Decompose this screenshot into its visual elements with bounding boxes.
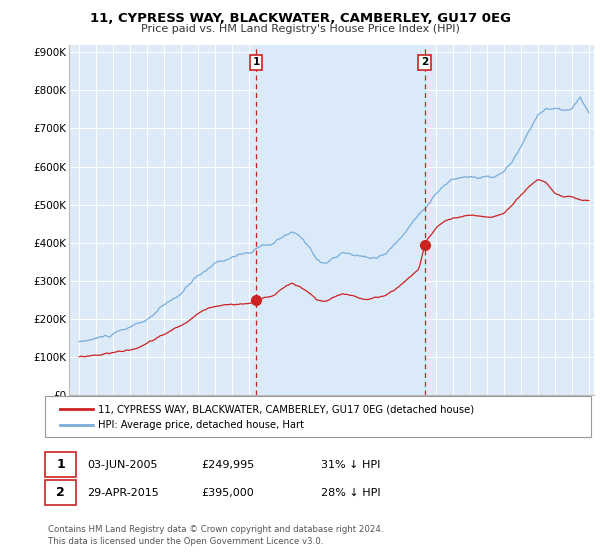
Text: £395,000: £395,000	[201, 488, 254, 498]
Text: Price paid vs. HM Land Registry's House Price Index (HPI): Price paid vs. HM Land Registry's House …	[140, 24, 460, 34]
Text: 03-JUN-2005: 03-JUN-2005	[87, 460, 157, 470]
Text: 29-APR-2015: 29-APR-2015	[87, 488, 159, 498]
Text: 28% ↓ HPI: 28% ↓ HPI	[321, 488, 380, 498]
Text: 11, CYPRESS WAY, BLACKWATER, CAMBERLEY, GU17 0EG: 11, CYPRESS WAY, BLACKWATER, CAMBERLEY, …	[89, 12, 511, 25]
Text: £249,995: £249,995	[201, 460, 254, 470]
Text: 11, CYPRESS WAY, BLACKWATER, CAMBERLEY, GU17 0EG (detached house): 11, CYPRESS WAY, BLACKWATER, CAMBERLEY, …	[98, 404, 474, 414]
Text: 1: 1	[56, 458, 65, 472]
Text: 1: 1	[253, 57, 260, 67]
Text: Contains HM Land Registry data © Crown copyright and database right 2024.
This d: Contains HM Land Registry data © Crown c…	[48, 525, 383, 546]
Text: 2: 2	[56, 486, 65, 500]
Bar	[256, 45, 425, 395]
Text: 2: 2	[421, 57, 428, 67]
Text: 31% ↓ HPI: 31% ↓ HPI	[321, 460, 380, 470]
Text: HPI: Average price, detached house, Hart: HPI: Average price, detached house, Hart	[98, 421, 304, 430]
